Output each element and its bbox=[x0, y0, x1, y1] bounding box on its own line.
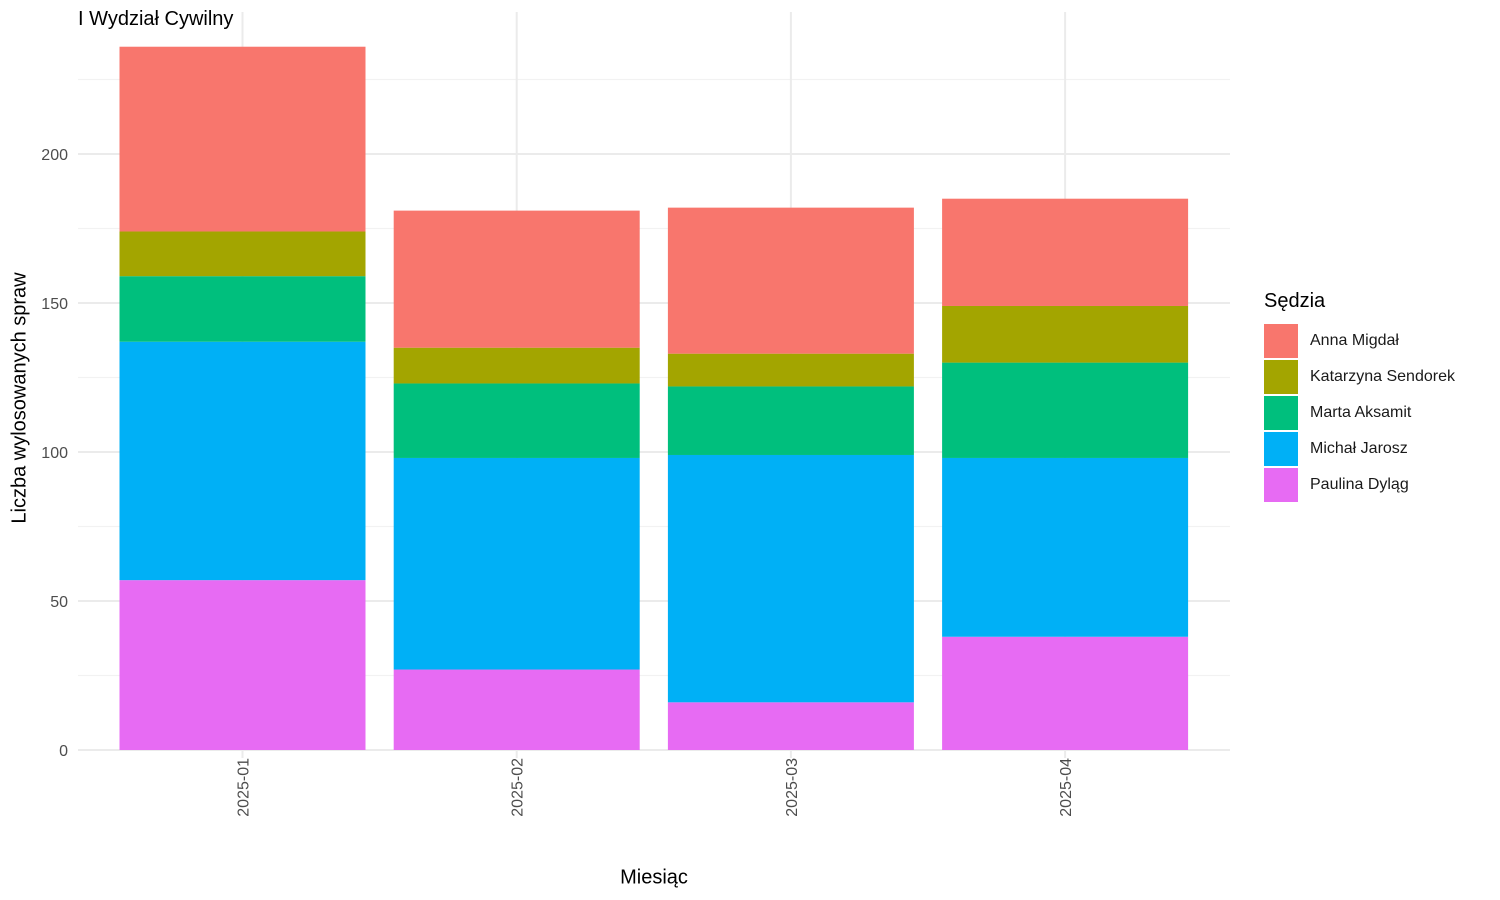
x-tick-label: 2025-02 bbox=[510, 758, 527, 817]
legend-item: Anna Migdał bbox=[1264, 323, 1455, 359]
x-axis-ticks: 2025-01 2025-02 2025-03 2025-04 bbox=[236, 758, 1076, 817]
legend-label: Paulina Dyląg bbox=[1310, 476, 1409, 493]
legend-swatch bbox=[1264, 468, 1298, 502]
bar-segment-katarzyna-sendorek-2025-02 bbox=[393, 347, 640, 384]
legend-title: Sędzia bbox=[1264, 290, 1326, 312]
bar-segment-marta-aksamit-2025-04 bbox=[942, 362, 1189, 458]
x-tick-label: 2025-01 bbox=[236, 758, 253, 817]
bar-segment-paulina-dyląg-2025-03 bbox=[667, 702, 914, 750]
legend-swatch bbox=[1264, 432, 1298, 466]
legend-swatch bbox=[1264, 324, 1298, 358]
bars bbox=[119, 46, 1189, 750]
bar-segment-paulina-dyląg-2025-04 bbox=[942, 636, 1189, 750]
bar-segment-michał-jarosz-2025-04 bbox=[942, 457, 1189, 637]
legend-label: Marta Aksamit bbox=[1310, 404, 1412, 421]
x-tick-label: 2025-03 bbox=[784, 758, 801, 817]
legend: Sędzia Anna Migdał Katarzyna Sendorek Mart… bbox=[1264, 290, 1455, 503]
bar-segment-paulina-dyląg-2025-01 bbox=[119, 580, 366, 750]
legend-swatch bbox=[1264, 396, 1298, 430]
y-tick-label: 50 bbox=[50, 594, 68, 611]
bar-segment-marta-aksamit-2025-01 bbox=[119, 276, 366, 342]
legend-swatch bbox=[1264, 360, 1298, 394]
bar-segment-anna-migdał-2025-03 bbox=[667, 207, 914, 354]
bar-segment-marta-aksamit-2025-03 bbox=[667, 386, 914, 455]
y-tick-label: 100 bbox=[41, 445, 68, 462]
bar-segment-katarzyna-sendorek-2025-01 bbox=[119, 231, 366, 277]
bar-segment-michał-jarosz-2025-03 bbox=[667, 454, 914, 703]
bar-segment-marta-aksamit-2025-02 bbox=[393, 383, 640, 458]
bar-segment-katarzyna-sendorek-2025-03 bbox=[667, 353, 914, 387]
legend-label: Anna Migdał bbox=[1310, 332, 1399, 349]
bar-segment-anna-migdał-2025-01 bbox=[119, 46, 366, 232]
x-axis-label: Miesiąc bbox=[620, 866, 688, 889]
legend-label: Michał Jarosz bbox=[1310, 440, 1408, 457]
y-tick-label: 0 bbox=[59, 743, 68, 760]
y-axis-ticks: 0 50 100 150 200 bbox=[41, 147, 68, 760]
bar-segment-anna-migdał-2025-04 bbox=[942, 198, 1189, 306]
bar-segment-michał-jarosz-2025-02 bbox=[393, 457, 640, 670]
y-tick-label: 200 bbox=[41, 147, 68, 164]
y-axis-label: Liczba wylosowanych spraw bbox=[8, 272, 31, 524]
legend-item: Katarzyna Sendorek bbox=[1264, 359, 1455, 395]
legend-items: Anna Migdał Katarzyna Sendorek Marta Aksam… bbox=[1264, 323, 1455, 503]
bar-segment-katarzyna-sendorek-2025-04 bbox=[942, 305, 1189, 363]
bar-segment-anna-migdał-2025-02 bbox=[393, 210, 640, 348]
bar-segment-michał-jarosz-2025-01 bbox=[119, 341, 366, 581]
chart-title: I Wydział Cywilny bbox=[78, 8, 234, 30]
bar-segment-paulina-dyląg-2025-02 bbox=[393, 669, 640, 750]
x-tick-label: 2025-04 bbox=[1058, 758, 1075, 817]
legend-item: Paulina Dyląg bbox=[1264, 467, 1455, 503]
legend-item: Michał Jarosz bbox=[1264, 431, 1455, 467]
legend-label: Katarzyna Sendorek bbox=[1310, 368, 1455, 385]
y-tick-label: 150 bbox=[41, 296, 68, 313]
legend-item: Marta Aksamit bbox=[1264, 395, 1455, 431]
